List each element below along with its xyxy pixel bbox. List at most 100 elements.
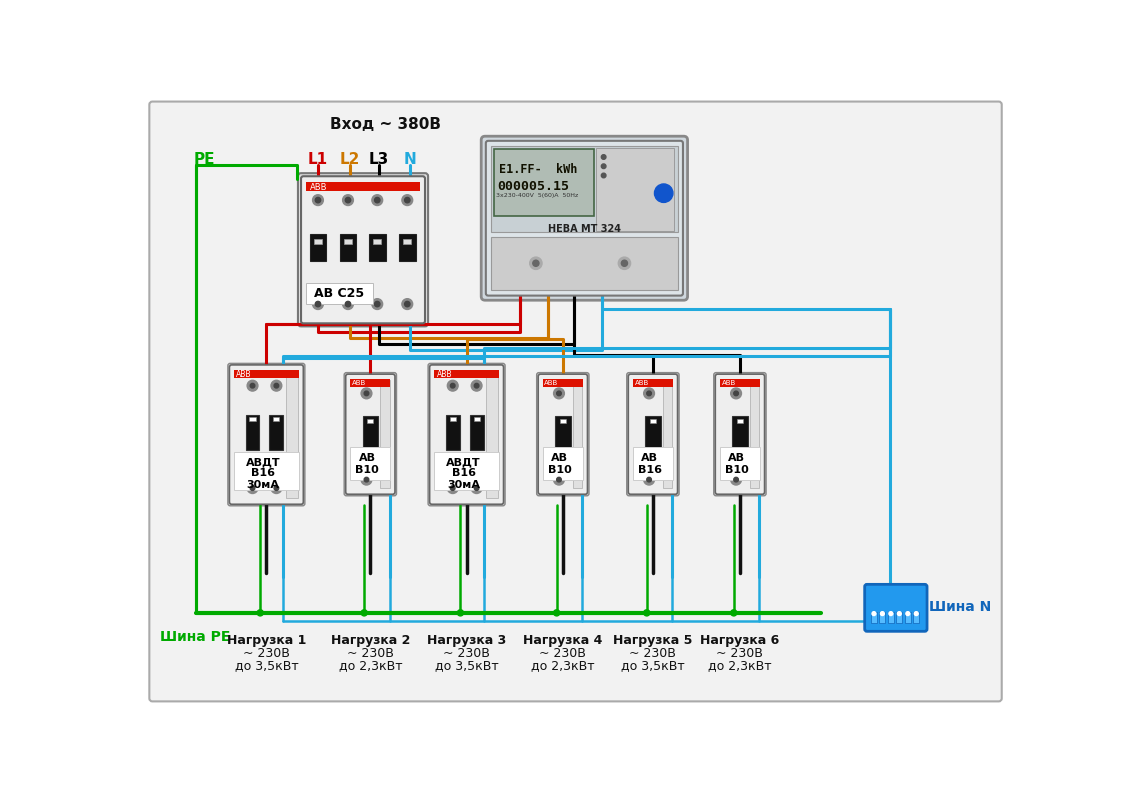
Text: PE: PE (194, 153, 216, 168)
FancyBboxPatch shape (627, 373, 679, 496)
Circle shape (647, 477, 651, 482)
Circle shape (404, 301, 410, 307)
Text: ~ 230В: ~ 230В (347, 646, 394, 660)
Circle shape (450, 383, 455, 388)
Bar (270, 415, 283, 450)
Text: ABB: ABB (236, 370, 252, 378)
FancyBboxPatch shape (301, 176, 424, 324)
Circle shape (731, 388, 741, 399)
Text: до 2,3кВт: до 2,3кВт (709, 659, 772, 672)
Circle shape (880, 611, 884, 615)
Circle shape (554, 610, 559, 616)
Circle shape (345, 197, 350, 203)
Circle shape (619, 257, 631, 270)
Text: E1.FF-  kWh: E1.FF- kWh (499, 163, 577, 176)
Circle shape (271, 483, 282, 494)
Circle shape (643, 610, 650, 616)
Circle shape (914, 611, 919, 615)
Text: ABB: ABB (351, 380, 366, 386)
Bar (559, 419, 566, 423)
Circle shape (362, 610, 367, 616)
Circle shape (316, 197, 321, 203)
Text: до 2,3кВт: до 2,3кВт (338, 659, 402, 672)
FancyBboxPatch shape (344, 373, 396, 496)
FancyBboxPatch shape (538, 374, 587, 494)
Text: L2: L2 (339, 153, 359, 168)
Circle shape (375, 301, 380, 307)
Circle shape (472, 380, 482, 391)
Bar (542, 378, 583, 387)
Text: ABB: ABB (634, 380, 649, 386)
Circle shape (871, 611, 876, 615)
FancyBboxPatch shape (628, 374, 677, 494)
Bar (663, 380, 673, 488)
Circle shape (364, 477, 368, 482)
Text: до 3,5кВт: до 3,5кВт (235, 659, 299, 672)
Text: Нагрузка 3: Нагрузка 3 (427, 634, 506, 647)
Text: N: N (404, 153, 417, 168)
Bar (310, 234, 327, 261)
Text: АВ
В16: АВ В16 (638, 453, 661, 475)
Circle shape (557, 477, 562, 482)
Circle shape (362, 475, 372, 485)
Bar (633, 448, 673, 480)
Bar (435, 452, 499, 491)
Text: L1: L1 (308, 153, 328, 168)
FancyBboxPatch shape (430, 365, 503, 504)
Text: НЕВА МТ 324: НЕВА МТ 324 (548, 224, 621, 235)
Bar (720, 448, 760, 480)
FancyBboxPatch shape (149, 102, 1002, 701)
Circle shape (343, 299, 354, 309)
Text: ABB: ABB (437, 370, 453, 378)
Text: L3: L3 (368, 153, 389, 168)
Bar (913, 612, 920, 622)
Circle shape (450, 486, 455, 491)
Circle shape (601, 164, 606, 169)
Circle shape (372, 299, 383, 309)
Text: ABB: ABB (721, 380, 736, 386)
FancyBboxPatch shape (229, 365, 303, 504)
Text: АВДТ
В16
30мА: АВДТ В16 30мА (446, 457, 481, 490)
Bar (573, 380, 582, 488)
Bar (446, 415, 459, 450)
Text: до 2,3кВт: до 2,3кВт (531, 659, 595, 672)
Circle shape (554, 475, 565, 485)
Text: Шина РЕ: Шина РЕ (161, 630, 230, 644)
Text: АВ
В10: АВ В10 (355, 453, 380, 475)
Bar (367, 419, 374, 423)
Bar (596, 148, 675, 231)
Bar (246, 415, 259, 450)
Text: Нагрузка 2: Нагрузка 2 (330, 634, 410, 647)
Bar (732, 416, 748, 448)
Circle shape (312, 195, 323, 206)
Circle shape (733, 391, 739, 396)
Bar (486, 371, 499, 498)
Text: ~ 230В: ~ 230В (444, 646, 490, 660)
Text: ~ 230В: ~ 230В (716, 646, 764, 660)
Bar (307, 282, 374, 304)
Text: АВДТ
В16
30мА: АВДТ В16 30мА (246, 457, 281, 490)
Bar (344, 239, 351, 244)
Text: 000005.15: 000005.15 (497, 180, 569, 192)
Circle shape (402, 195, 412, 206)
Text: 3x230-400V  5(60)A  50Hz: 3x230-400V 5(60)A 50Hz (496, 193, 578, 198)
Circle shape (447, 380, 458, 391)
Circle shape (554, 388, 565, 399)
Text: Шина N: Шина N (930, 600, 992, 615)
Text: Нагрузка 5: Нагрузка 5 (613, 634, 693, 647)
Circle shape (655, 184, 673, 203)
Bar (720, 378, 760, 387)
Bar (474, 417, 480, 421)
Bar (307, 181, 420, 191)
FancyBboxPatch shape (228, 363, 304, 506)
Bar (350, 448, 391, 480)
Bar (449, 417, 456, 421)
Bar (879, 612, 885, 622)
Circle shape (643, 388, 655, 399)
Bar (381, 380, 390, 488)
Bar (491, 146, 677, 232)
Bar (896, 612, 903, 622)
Text: ~ 230В: ~ 230В (243, 646, 290, 660)
Bar (650, 419, 656, 423)
Circle shape (447, 483, 458, 494)
